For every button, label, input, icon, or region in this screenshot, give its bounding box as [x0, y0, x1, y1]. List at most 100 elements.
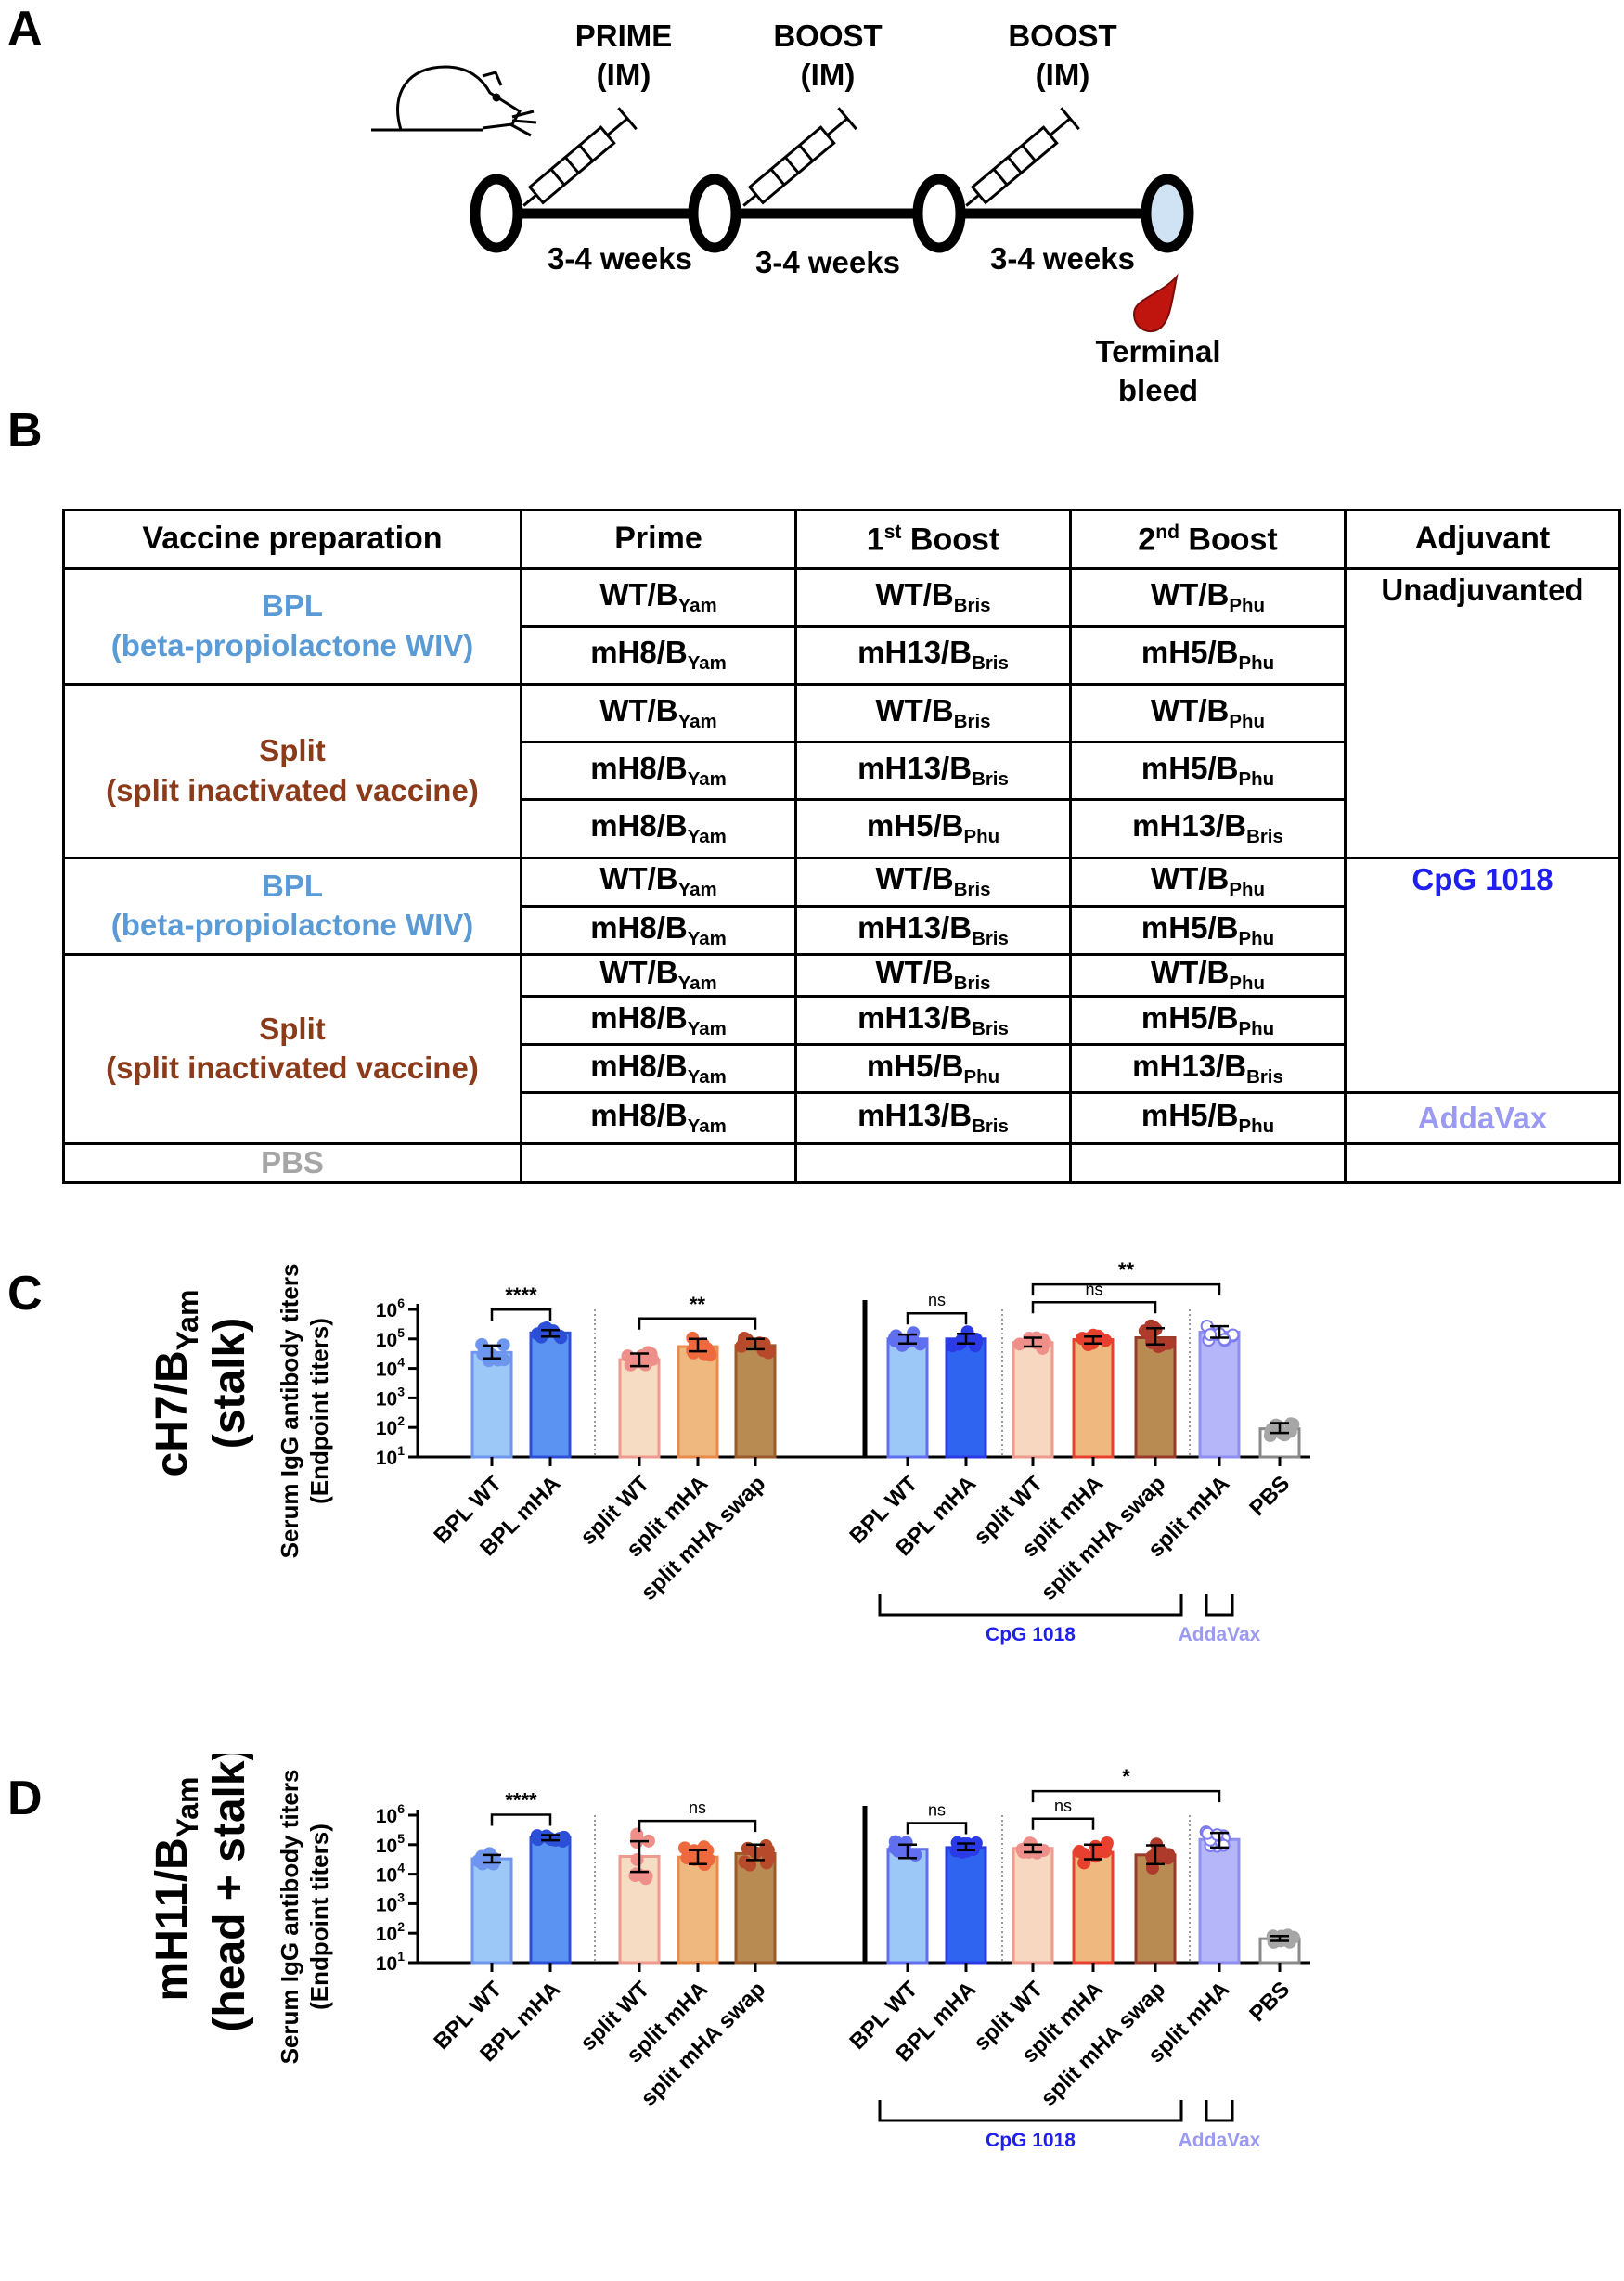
bleed-label-line2: bleed — [1118, 373, 1198, 407]
bar-chart-c: cH7/BYam(stalk) Serum IgG antibody titers… — [148, 1258, 1310, 1645]
boost1-cell: WT/BBris — [794, 953, 1072, 998]
immunization-timeline: PRIME (IM) BOOST (IM) BOOST (IM) 3-4 wee… — [371, 19, 1221, 407]
data-point — [1267, 1935, 1281, 1949]
significance-bracket — [1031, 1817, 1095, 1830]
data-point — [702, 1852, 715, 1866]
data-point — [735, 1339, 749, 1353]
significance-bracket — [906, 1822, 968, 1835]
y-tick-label: 102 — [376, 1413, 405, 1439]
bar — [529, 1836, 572, 1965]
significance-bracket — [1031, 1301, 1157, 1314]
y-tick-label: 103 — [376, 1889, 405, 1915]
empty-cell — [1344, 1141, 1621, 1185]
y-axis-label-line2: (Endpoint titers) — [305, 1318, 333, 1504]
boost1-cell: mH5/BPhu — [794, 798, 1072, 859]
table-row: mH8/BYam mH5/BPhu mH13/BBris — [64, 798, 1620, 859]
y-axis-label-line1: Serum IgG antibody titers — [276, 1264, 303, 1559]
y-tick-exponent: 5 — [397, 1325, 405, 1340]
data-point — [621, 1349, 635, 1363]
adjuvant-cell-unadjuvanted: Unadjuvanted — [1344, 567, 1621, 859]
significance-label: ns — [689, 1798, 706, 1817]
panel-label-a: A — [7, 2, 43, 56]
y-axis-label: Serum IgG antibody titers(Endpoint titer… — [276, 1770, 333, 2065]
data-point — [1099, 1334, 1113, 1347]
data-point — [680, 1851, 694, 1865]
data-point — [491, 1353, 505, 1367]
bar — [1012, 1341, 1054, 1459]
injection-route-2: (IM) — [801, 58, 856, 92]
interval-label-3: 3-4 weeks — [990, 241, 1135, 276]
significance-label: ** — [690, 1293, 706, 1316]
y-tick-label: 104 — [376, 1355, 405, 1381]
timepoint-node — [688, 174, 741, 253]
empty-cell — [520, 1141, 797, 1185]
y-tick-exponent: 6 — [397, 1295, 405, 1310]
significance-bracket — [906, 1311, 968, 1325]
table-row: mH8/BYam mH13/BBris mH5/BPhu — [64, 904, 1620, 957]
data-point — [1095, 1843, 1109, 1857]
bar — [1072, 1338, 1115, 1459]
y-axis-label: Serum IgG antibody titers(Endpoint titer… — [276, 1264, 333, 1559]
bar — [470, 1857, 513, 1965]
significance-label: * — [1122, 1765, 1130, 1788]
data-point — [1077, 1847, 1091, 1861]
boost2-cell: WT/BPhu — [1069, 953, 1347, 998]
bar — [1072, 1850, 1115, 1965]
y-tick-base: 10 — [376, 1836, 397, 1857]
y-tick-base: 10 — [376, 1330, 397, 1351]
significance-bracket — [638, 1819, 757, 1833]
group-bracket — [878, 2100, 1183, 2122]
bleed-label-line1: Terminal — [1095, 334, 1220, 368]
chart-title-line1: cH7/B — [148, 1350, 197, 1476]
boost2-cell: mH13/BBris — [1069, 798, 1347, 859]
significance-label: ns — [928, 1800, 946, 1819]
significance-bracket — [1031, 1282, 1221, 1296]
interval-label-2: 3-4 weeks — [755, 245, 900, 279]
bar — [618, 1358, 661, 1459]
data-point — [1210, 1828, 1224, 1842]
table-row: BPL (beta-propiolactone WIV) WT/BYam WT/B… — [62, 567, 1621, 859]
header-boost-1: 1st Boost — [794, 508, 1072, 571]
group-label: AddaVax — [1179, 2130, 1261, 2151]
y-tick-exponent: 2 — [397, 1919, 405, 1934]
y-tick-base: 10 — [376, 1865, 397, 1887]
timepoint-node — [470, 174, 523, 253]
significance-label: ns — [1054, 1797, 1072, 1815]
significance-bracket — [490, 1308, 552, 1321]
bar — [677, 1345, 719, 1459]
data-point — [1012, 1337, 1026, 1351]
injection-label-1: PRIME — [575, 19, 673, 53]
y-tick-label: 101 — [376, 1949, 405, 1975]
boost1-cell: mH13/BBris — [794, 625, 1072, 686]
prime-cell: WT/BYam — [520, 567, 797, 628]
empty-cell — [794, 1141, 1072, 1185]
bar — [734, 1344, 777, 1459]
adjuvant-cell-cpg: CpG 1018 — [1344, 856, 1621, 1095]
prime-cell: mH8/BYam — [520, 1091, 797, 1145]
boost1-cell: WT/BBris — [794, 567, 1072, 628]
table-row: mH8/BYam mH13/BBris mH5/BPhu — [64, 741, 1620, 802]
interval-label-1: 3-4 weeks — [548, 241, 692, 276]
syringe-icon — [742, 107, 857, 207]
prep-cell-bpl: BPL (beta-propiolactone WIV) — [62, 567, 522, 686]
y-tick-base: 10 — [376, 1924, 397, 1945]
bar — [470, 1350, 513, 1459]
boost2-cell: mH5/BPhu — [1069, 741, 1347, 802]
boost2-cell: WT/BPhu — [1069, 856, 1347, 908]
prime-cell: mH8/BYam — [520, 798, 797, 859]
significance-label: ns — [1085, 1280, 1102, 1298]
data-point — [1156, 1849, 1170, 1863]
boost1-cell: mH13/BBris — [794, 994, 1072, 1047]
chart-title-subscript: Yam — [171, 1290, 204, 1351]
panel-label-c: C — [7, 1267, 43, 1321]
significance-label: **** — [505, 1283, 537, 1307]
bar — [734, 1851, 777, 1965]
data-point — [635, 1349, 649, 1363]
y-tick-label: 105 — [376, 1325, 405, 1351]
syringe-icon — [522, 107, 638, 207]
data-point — [630, 1852, 644, 1866]
group-bracket — [1205, 2100, 1234, 2122]
header-adjuvant: Adjuvant — [1344, 508, 1621, 571]
significance-label: ** — [1118, 1258, 1135, 1282]
prep-cell-bpl: BPL (beta-propiolactone WIV) — [62, 856, 522, 957]
